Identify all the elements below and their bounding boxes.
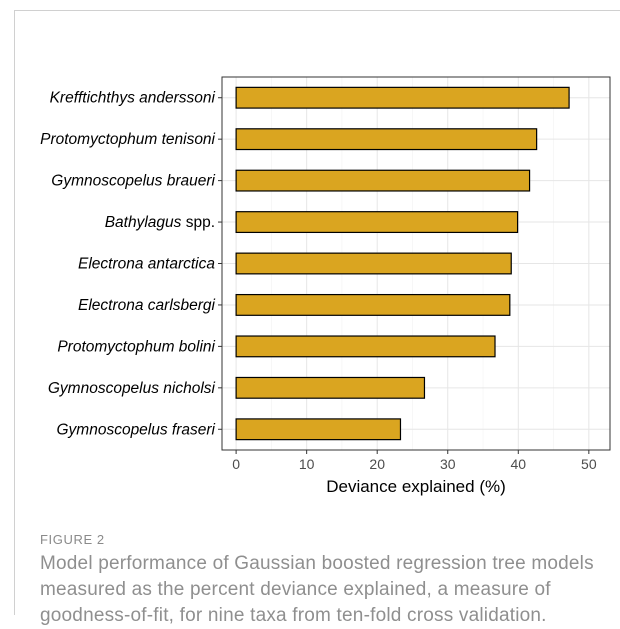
figure-caption: FIGURE 2 Model performance of Gaussian b… [40,532,610,629]
bar [235,86,570,109]
bar [235,211,519,234]
x-tick-label: 50 [581,456,597,472]
x-tick-label: 0 [232,456,240,472]
x-tick-label: 20 [369,456,385,472]
y-tick-label: Electrona antarctica [78,256,215,273]
x-tick-label: 10 [299,456,315,472]
y-tick-label: Gymnoscopelus braueri [51,173,215,190]
x-tick-label: 40 [511,456,527,472]
bar [235,252,512,275]
figure-label: FIGURE 2 [40,532,105,547]
figure-caption-text: Model performance of Gaussian boosted re… [40,553,594,626]
bar-chart: Krefftichthys anderssoni Protomyctophum t… [40,76,611,496]
bar [235,293,511,316]
y-tick-label: Gymnoscopelus nicholsi [48,380,216,397]
x-tick-label: 30 [440,456,456,472]
bar [235,169,531,192]
y-tick-label: Protomyctophum bolini [57,338,215,355]
y-tick-label: Electrona carlsbergi [78,297,216,314]
frame-top-border [14,10,620,11]
bar [235,376,426,399]
bar [235,418,402,441]
y-tick-label: Krefftichthys anderssoni [50,90,216,107]
axis-layer: Krefftichthys anderssoni Protomyctophum t… [40,90,597,472]
y-tick-label: Gymnoscopelus fraseri [56,421,215,438]
bars-layer [235,86,570,441]
bar [235,335,496,358]
y-tick-label: Protomyctophum tenisoni [40,131,215,148]
bar [235,128,538,151]
y-tick-label: Bathylagus spp. [105,214,215,231]
x-axis-title: Deviance explained (%) [326,477,506,496]
frame-left-border [14,10,15,615]
